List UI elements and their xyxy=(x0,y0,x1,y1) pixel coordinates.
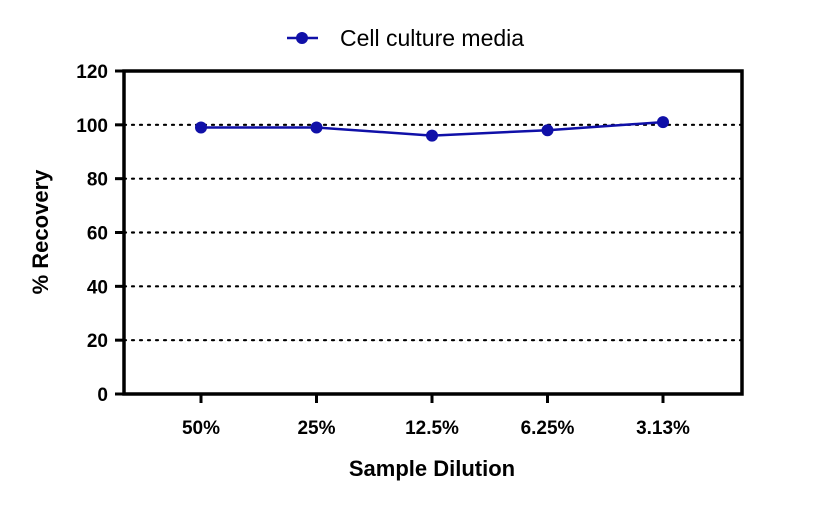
legend-label: Cell culture media xyxy=(340,25,524,51)
axes xyxy=(122,69,744,396)
y-tick-label: 0 xyxy=(97,385,108,406)
y-tick-label: 100 xyxy=(76,116,108,137)
x-tick-label: 12.5% xyxy=(405,418,459,439)
data-point xyxy=(195,121,207,134)
data-point xyxy=(426,129,438,142)
plot-frame xyxy=(122,69,744,396)
data-point xyxy=(541,124,554,137)
x-tick-label: 6.25% xyxy=(521,418,575,439)
x-axis-ticks: 50% 25% 12.5% 6.25% 3.13% xyxy=(182,394,690,439)
x-tick-label: 3.13% xyxy=(636,418,690,439)
series-group xyxy=(195,116,669,142)
x-tick-label: 50% xyxy=(182,418,220,439)
legend-dot-marker xyxy=(296,32,308,44)
x-tick-label: 25% xyxy=(297,418,335,439)
y-tick-label: 80 xyxy=(87,170,108,191)
legend: Cell culture media xyxy=(287,25,524,51)
y-tick-label: 20 xyxy=(87,331,108,352)
data-point xyxy=(657,116,669,129)
gridlines xyxy=(122,123,744,342)
y-axis-title: % Recovery xyxy=(28,169,53,295)
y-tick-label: 60 xyxy=(87,224,108,245)
y-tick-label: 120 xyxy=(76,62,108,83)
y-tick-label: 40 xyxy=(87,277,108,298)
y-axis-ticks: 0 20 40 60 80 100 120 xyxy=(76,62,124,406)
data-point xyxy=(310,121,323,134)
x-axis-title: Sample Dilution xyxy=(349,456,515,481)
